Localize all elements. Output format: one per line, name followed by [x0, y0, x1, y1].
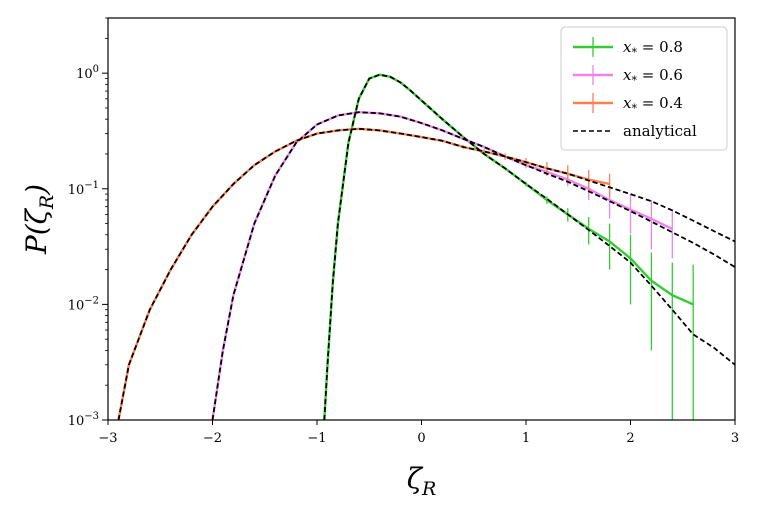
analytical-curve: [211, 111, 735, 420]
y-tick-label: 10−3: [68, 411, 99, 429]
y-tick-label: 100: [76, 64, 99, 82]
x-tick-label: 2: [626, 431, 634, 446]
legend-label: x* = 0.4: [623, 94, 683, 115]
x-tick-label: −3: [98, 431, 117, 446]
y-axis-label-text: P(ζR): [20, 184, 58, 255]
analytical-curve: [117, 127, 735, 420]
series-line: [117, 127, 610, 420]
x-tick-label: 0: [417, 431, 425, 446]
legend-item: analytical: [573, 122, 697, 140]
data-layer: [117, 73, 735, 420]
x-axis-label: ζR: [407, 462, 437, 500]
legend-box: [560, 26, 728, 151]
legend-label: x* = 0.8: [623, 38, 683, 59]
y-axis-label: P(ζR): [20, 184, 58, 255]
x-tick-label: −1: [307, 431, 326, 446]
x-axis: −3 −2 −1 0 1 2 3: [98, 420, 739, 446]
x-tick-label: 3: [731, 431, 739, 446]
y-tick-label: 10−2: [68, 295, 99, 313]
x-tick-label: −2: [203, 431, 222, 446]
y-tick-label: 10−1: [68, 180, 99, 198]
legend-label: x* = 0.6: [623, 66, 683, 87]
y-axis: 10−3 10−2 10−1 100: [68, 17, 108, 429]
series-line: [211, 110, 673, 420]
legend-label: analytical: [623, 122, 697, 140]
series-x-0-4: [117, 127, 611, 420]
legend-item: x* = 0.6: [573, 65, 683, 87]
x-axis-label-text: ζR: [407, 462, 437, 500]
legend-item: x* = 0.4: [573, 93, 683, 115]
x-tick-label: 1: [522, 431, 530, 446]
legend: x* = 0.8 x* = 0.6 x* = 0.4 analytical: [560, 26, 728, 151]
legend-item: x* = 0.8: [573, 37, 683, 59]
series-x-0-6: [211, 110, 673, 420]
analytical-curve: [117, 127, 735, 420]
analytical-curve: [211, 111, 735, 420]
